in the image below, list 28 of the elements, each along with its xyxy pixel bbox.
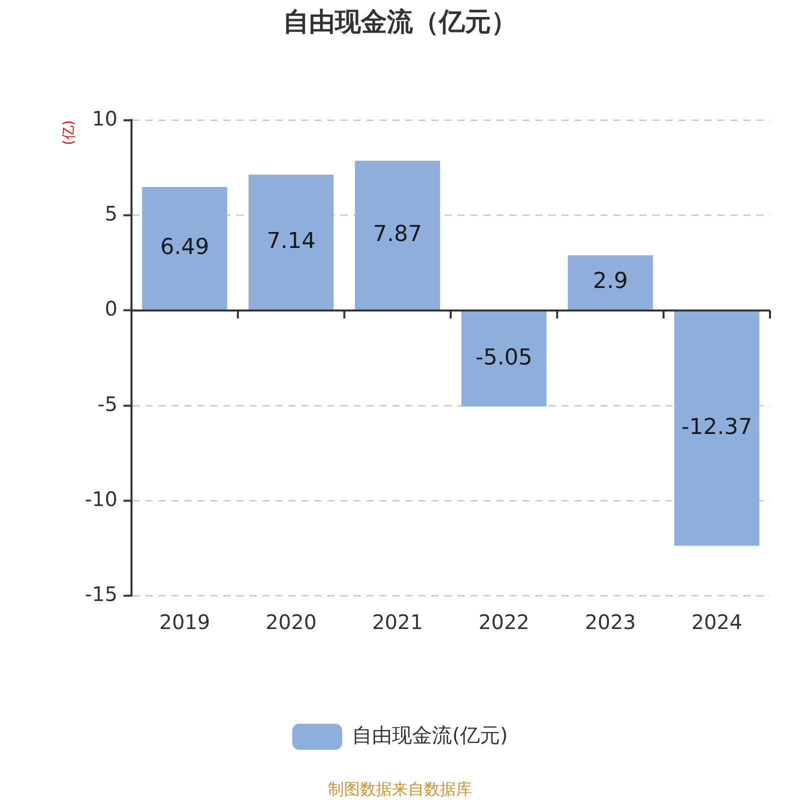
y-tick-label: 10 bbox=[92, 106, 118, 130]
y-tick-label: -15 bbox=[84, 582, 118, 606]
x-tick-label: 2024 bbox=[691, 610, 742, 634]
data-label: -12.37 bbox=[681, 415, 752, 440]
bar bbox=[461, 311, 547, 407]
data-label: 7.87 bbox=[373, 222, 422, 247]
data-label: 6.49 bbox=[160, 235, 210, 260]
y-tick-label: 5 bbox=[104, 202, 118, 226]
bar bbox=[674, 311, 760, 546]
x-tick-label: 2019 bbox=[159, 610, 210, 634]
legend-label: 自由现金流(亿元) bbox=[352, 723, 508, 748]
y-tick-label: -10 bbox=[84, 486, 118, 511]
x-tick-label: 2021 bbox=[372, 610, 423, 634]
data-label: 2.9 bbox=[592, 269, 628, 294]
x-tick-label: 2020 bbox=[266, 610, 317, 634]
data-label: 7.14 bbox=[266, 228, 316, 254]
x-tick-label: 2022 bbox=[478, 610, 530, 634]
bar bbox=[568, 255, 653, 310]
chart-title: 自由现金流（亿元） bbox=[283, 7, 517, 38]
bar bbox=[354, 160, 440, 310]
x-tick-label: 2023 bbox=[584, 610, 636, 634]
text: 制图数据来自数据库 bbox=[328, 780, 472, 799]
y-tick-label: 0 bbox=[104, 296, 118, 321]
y-axis-title: (亿) bbox=[61, 120, 78, 146]
bar bbox=[248, 174, 334, 310]
bar bbox=[142, 186, 228, 310]
data-label: -5.05 bbox=[475, 346, 532, 371]
y-tick-label: -5 bbox=[98, 392, 118, 416]
